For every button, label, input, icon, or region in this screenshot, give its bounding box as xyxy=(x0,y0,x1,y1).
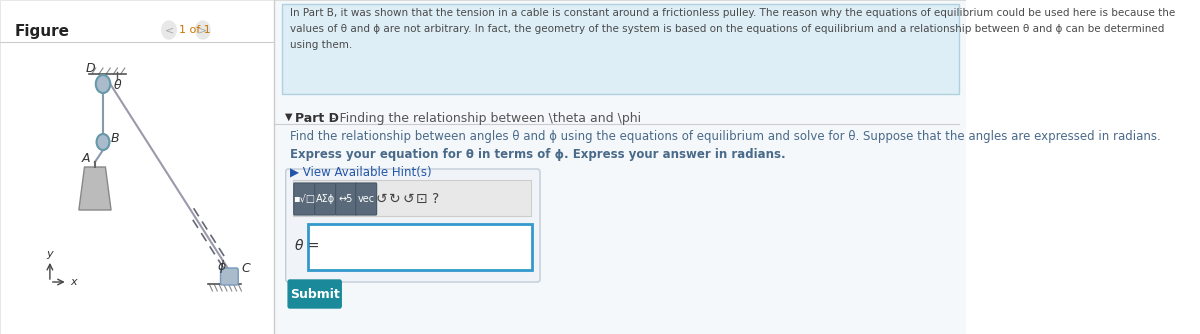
Text: ϕ: ϕ xyxy=(217,260,226,273)
Text: θ: θ xyxy=(114,79,121,92)
Text: D: D xyxy=(85,62,95,75)
FancyBboxPatch shape xyxy=(294,183,314,215)
Text: A: A xyxy=(82,152,90,165)
FancyBboxPatch shape xyxy=(221,268,239,285)
Text: ▶ View Available Hint(s): ▶ View Available Hint(s) xyxy=(289,166,431,179)
Text: y: y xyxy=(47,249,53,259)
Text: C: C xyxy=(241,262,250,275)
Text: Submit: Submit xyxy=(289,288,340,301)
Text: ▼: ▼ xyxy=(284,112,293,122)
FancyBboxPatch shape xyxy=(288,280,341,308)
Text: using them.: using them. xyxy=(289,40,352,50)
Circle shape xyxy=(96,134,109,150)
Text: vec: vec xyxy=(358,194,374,204)
Text: ↔5: ↔5 xyxy=(338,194,353,204)
Text: In Part B, it was shown that the tension in a cable is constant around a frictio: In Part B, it was shown that the tension… xyxy=(289,8,1175,18)
FancyBboxPatch shape xyxy=(314,183,336,215)
Text: ?: ? xyxy=(432,192,439,206)
FancyBboxPatch shape xyxy=(336,183,356,215)
FancyBboxPatch shape xyxy=(293,180,532,216)
FancyBboxPatch shape xyxy=(355,183,377,215)
FancyBboxPatch shape xyxy=(0,0,274,334)
Circle shape xyxy=(96,75,110,93)
FancyBboxPatch shape xyxy=(308,224,532,270)
Text: ↺: ↺ xyxy=(402,192,414,206)
Polygon shape xyxy=(79,167,112,210)
Text: ΑΣϕ: ΑΣϕ xyxy=(316,194,335,204)
FancyBboxPatch shape xyxy=(274,0,966,334)
Text: 1 of 1: 1 of 1 xyxy=(179,25,210,35)
Text: ↻: ↻ xyxy=(389,192,400,206)
Text: ▪√□: ▪√□ xyxy=(293,194,316,204)
Text: B: B xyxy=(112,132,120,145)
Text: Figure: Figure xyxy=(14,24,70,39)
Text: values of θ and ϕ are not arbitrary. In fact, the geometry of the system is base: values of θ and ϕ are not arbitrary. In … xyxy=(289,24,1164,34)
FancyBboxPatch shape xyxy=(286,169,540,282)
Text: - Finding the relationship between \theta and \phi: - Finding the relationship between \thet… xyxy=(326,112,641,125)
Text: <: < xyxy=(164,25,174,35)
Text: Part D: Part D xyxy=(294,112,338,125)
FancyBboxPatch shape xyxy=(282,4,959,94)
Text: Express your equation for θ in terms of ϕ. Express your answer in radians.: Express your equation for θ in terms of … xyxy=(289,148,785,161)
Text: Find the relationship between angles θ and ϕ using the equations of equilibrium : Find the relationship between angles θ a… xyxy=(289,130,1160,143)
Text: ⊡: ⊡ xyxy=(416,192,427,206)
Text: >: > xyxy=(198,25,208,35)
Circle shape xyxy=(162,21,176,39)
Circle shape xyxy=(196,21,210,39)
Text: ↺: ↺ xyxy=(376,192,388,206)
Text: θ =: θ = xyxy=(295,239,320,253)
Text: x: x xyxy=(70,277,77,287)
